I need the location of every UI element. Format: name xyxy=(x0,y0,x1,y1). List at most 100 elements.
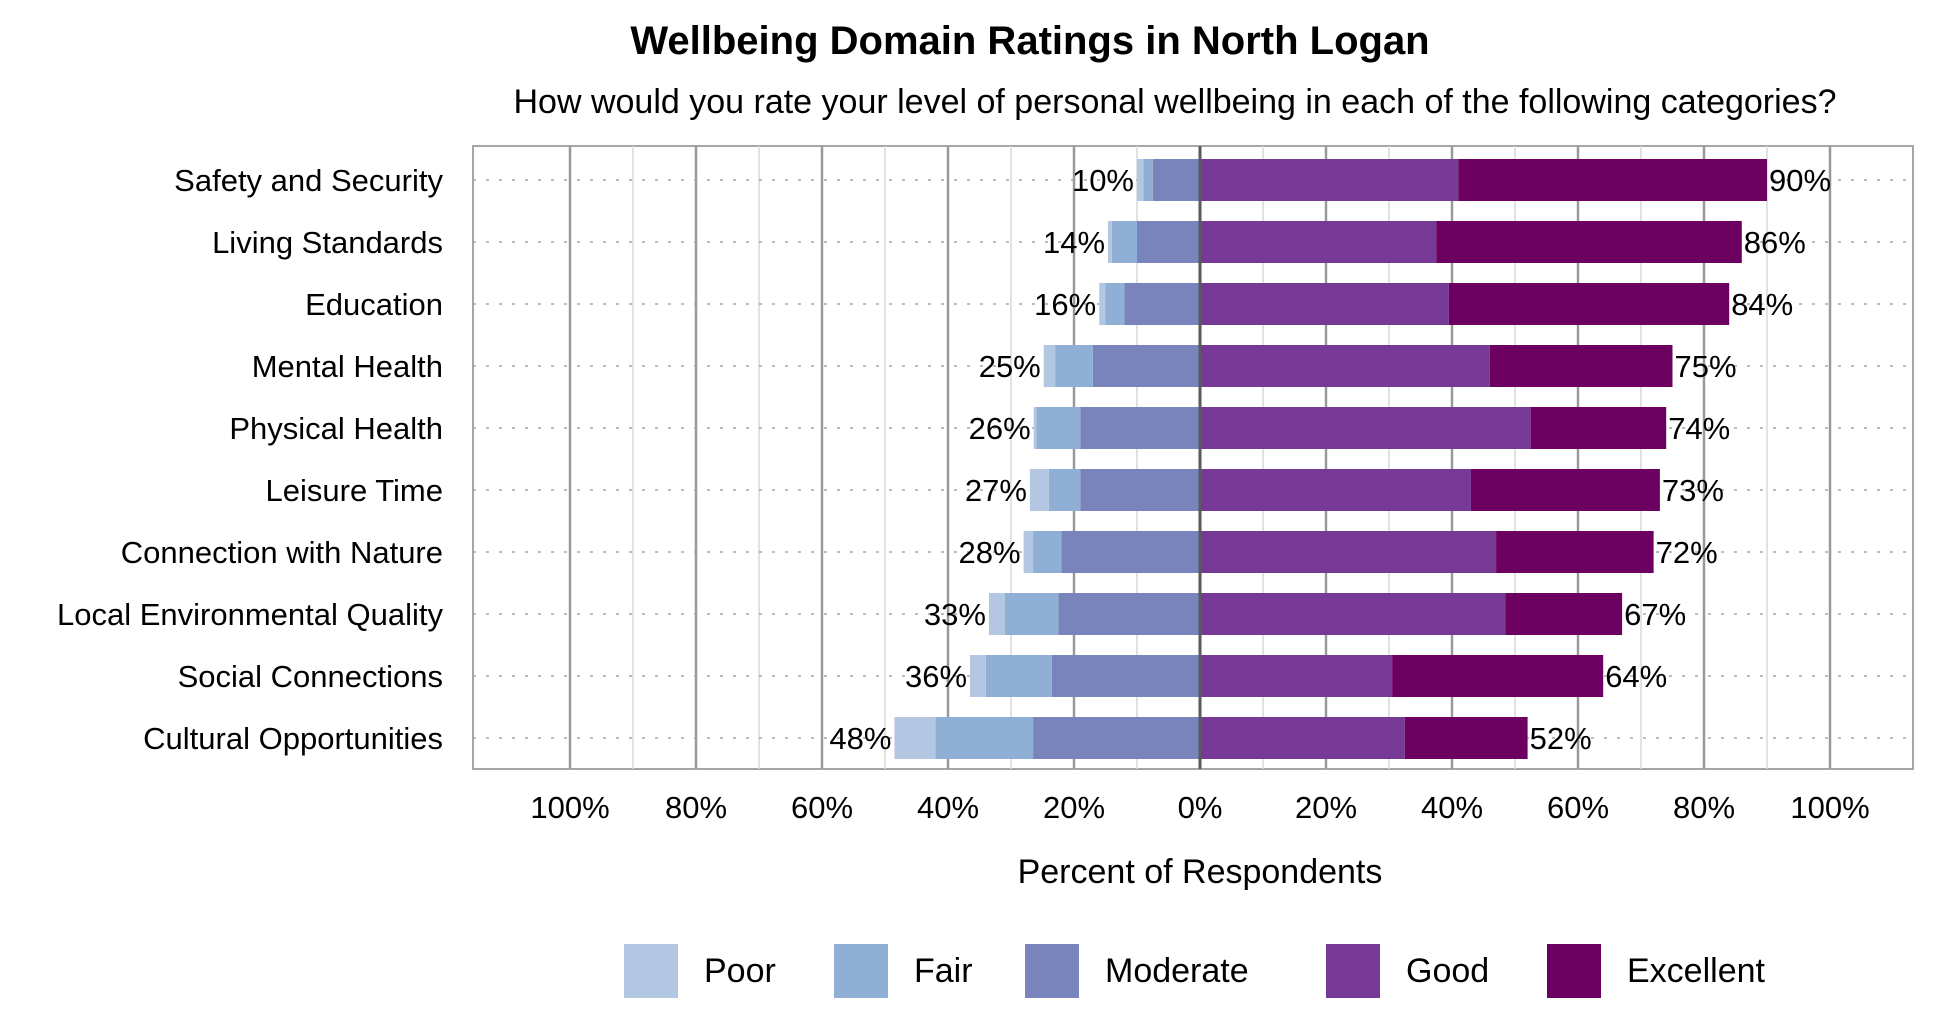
bar-moderate xyxy=(1061,531,1200,573)
bar-good xyxy=(1200,655,1393,697)
bar-good xyxy=(1200,221,1437,263)
x-tick-label: 80% xyxy=(1673,790,1735,825)
category-label: Social Connections xyxy=(178,659,443,694)
bar-excellent xyxy=(1470,469,1660,511)
bar-moderate xyxy=(1051,655,1200,697)
x-axis-ticks: 100% 80% 60% 40% 20% 0% 20% 40% 60% 80% 100% xyxy=(530,790,1869,825)
bar-moderate xyxy=(1080,469,1200,511)
bar-fair xyxy=(1048,469,1081,511)
chart-title: Wellbeing Domain Ratings in North Logan xyxy=(630,19,1429,63)
category-label: Education xyxy=(305,287,443,322)
legend-label-fair: Fair xyxy=(914,952,973,990)
positive-total-label: 72% xyxy=(1656,535,1718,570)
bar-fair xyxy=(1033,531,1062,573)
bars xyxy=(894,159,1767,759)
bar-moderate xyxy=(1033,717,1200,759)
legend-swatch-excellent xyxy=(1547,944,1601,998)
category-label: Mental Health xyxy=(252,349,443,384)
bar-excellent xyxy=(1436,221,1742,263)
bar-poor xyxy=(1029,469,1049,511)
legend-label-excellent: Excellent xyxy=(1627,952,1766,990)
negative-total-label: 27% xyxy=(965,473,1027,508)
bar-moderate xyxy=(1058,593,1200,635)
legend: Poor Fair Moderate Good Excellent xyxy=(624,944,1766,998)
negative-total-label: 28% xyxy=(959,535,1021,570)
bar-poor xyxy=(894,717,936,759)
x-tick-label: 40% xyxy=(1421,790,1483,825)
x-tick-label: 100% xyxy=(1790,790,1869,825)
legend-swatch-good xyxy=(1326,944,1380,998)
x-axis-label: Percent of Respondents xyxy=(1018,853,1383,891)
legend-label-good: Good xyxy=(1406,952,1489,990)
legend-label-poor: Poor xyxy=(704,952,776,990)
x-tick-label: 60% xyxy=(791,790,853,825)
positive-total-label: 75% xyxy=(1675,349,1737,384)
bar-fair xyxy=(1143,159,1153,201)
bar-poor xyxy=(1099,283,1106,325)
positive-total-label: 84% xyxy=(1731,287,1793,322)
negative-total-label: 36% xyxy=(905,659,967,694)
bar-good xyxy=(1200,531,1497,573)
bar-good xyxy=(1200,407,1531,449)
bar-excellent xyxy=(1392,655,1604,697)
bar-good xyxy=(1200,469,1471,511)
negative-total-label: 16% xyxy=(1034,287,1096,322)
positive-total-label: 86% xyxy=(1744,225,1806,260)
bar-poor xyxy=(1023,531,1034,573)
bar-fair xyxy=(1055,345,1093,387)
x-tick-label: 0% xyxy=(1178,790,1223,825)
category-label: Safety and Security xyxy=(174,163,443,198)
bar-poor xyxy=(1108,221,1112,263)
x-tick-label: 40% xyxy=(917,790,979,825)
negative-total-label: 25% xyxy=(979,349,1041,384)
positive-total-label: 74% xyxy=(1668,411,1730,446)
positive-total-label: 67% xyxy=(1624,597,1686,632)
bar-moderate xyxy=(1092,345,1200,387)
bar-excellent xyxy=(1496,531,1654,573)
bar-fair xyxy=(1036,407,1081,449)
bar-fair xyxy=(935,717,1034,759)
positive-total-label: 64% xyxy=(1605,659,1667,694)
bar-fair xyxy=(1105,283,1125,325)
category-label: Connection with Nature xyxy=(121,535,443,570)
bar-poor xyxy=(970,655,986,697)
bar-good xyxy=(1200,283,1449,325)
bar-moderate xyxy=(1152,159,1200,201)
positive-total-label: 52% xyxy=(1530,721,1592,756)
positive-total-label: 90% xyxy=(1769,163,1831,198)
negative-total-label: 26% xyxy=(969,411,1031,446)
category-label: Local Environmental Quality xyxy=(57,597,443,632)
bar-good xyxy=(1200,345,1490,387)
legend-swatch-poor xyxy=(624,944,678,998)
bar-moderate xyxy=(1137,221,1200,263)
x-tick-label: 80% xyxy=(665,790,727,825)
labels: Safety and Security 10% 90% Living Standard… xyxy=(57,163,1831,756)
chart-subtitle: How would you rate your level of persona… xyxy=(514,83,1837,121)
category-label: Leisure Time xyxy=(266,473,443,508)
legend-swatch-moderate xyxy=(1025,944,1079,998)
bar-poor xyxy=(988,593,1005,635)
bar-excellent xyxy=(1530,407,1667,449)
bar-fair xyxy=(1111,221,1137,263)
negative-total-label: 48% xyxy=(829,721,891,756)
bar-fair xyxy=(1004,593,1059,635)
bar-poor xyxy=(1033,407,1037,449)
bar-good xyxy=(1200,717,1405,759)
bar-moderate xyxy=(1080,407,1200,449)
bar-good xyxy=(1200,159,1459,201)
bar-good xyxy=(1200,593,1506,635)
bar-excellent xyxy=(1489,345,1673,387)
category-label: Living Standards xyxy=(212,225,443,260)
bar-excellent xyxy=(1505,593,1623,635)
legend-label-moderate: Moderate xyxy=(1105,952,1249,990)
x-tick-label: 100% xyxy=(530,790,609,825)
negative-total-label: 10% xyxy=(1072,163,1134,198)
bar-poor xyxy=(1137,159,1144,201)
x-tick-label: 60% xyxy=(1547,790,1609,825)
bar-moderate xyxy=(1124,283,1200,325)
negative-total-label: 14% xyxy=(1043,225,1105,260)
bar-excellent xyxy=(1458,159,1767,201)
negative-total-label: 33% xyxy=(924,597,986,632)
bar-fair xyxy=(985,655,1052,697)
